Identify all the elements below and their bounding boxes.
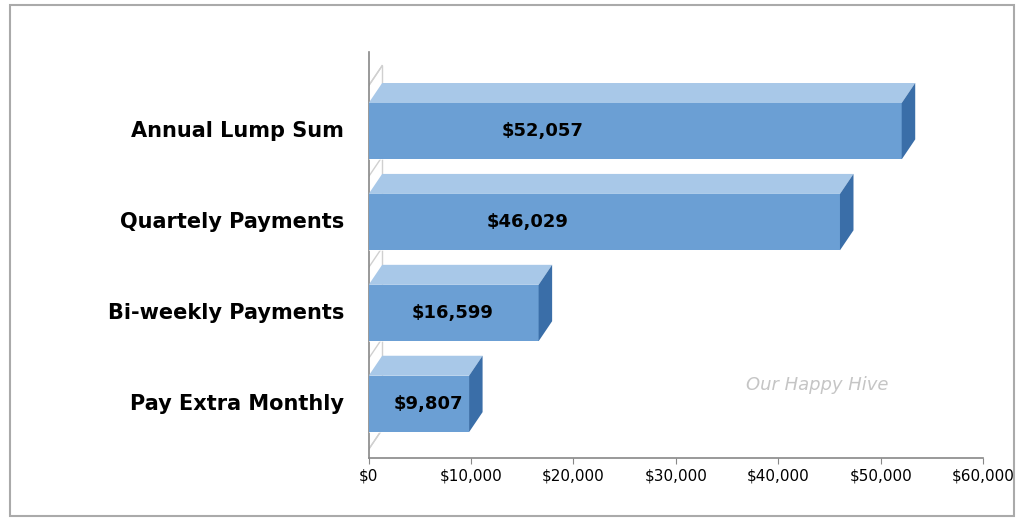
Text: $16,599: $16,599 (411, 304, 493, 322)
Polygon shape (469, 356, 482, 432)
Text: $52,057: $52,057 (502, 122, 584, 140)
Polygon shape (369, 356, 482, 376)
Text: $9,807: $9,807 (394, 395, 463, 413)
Bar (369, 285, 539, 341)
Text: Pay Extra Monthly: Pay Extra Monthly (130, 394, 344, 414)
Bar (369, 194, 840, 250)
Polygon shape (369, 83, 915, 103)
Polygon shape (369, 174, 853, 194)
Polygon shape (902, 83, 915, 159)
Text: $46,029: $46,029 (486, 213, 568, 231)
Text: Quartely Payments: Quartely Payments (120, 212, 344, 232)
Polygon shape (539, 265, 552, 341)
Polygon shape (840, 174, 853, 250)
Bar (369, 103, 902, 159)
Text: Our Happy Hive: Our Happy Hive (745, 376, 889, 394)
Text: Annual Lump Sum: Annual Lump Sum (131, 121, 344, 141)
Bar (369, 376, 469, 432)
Text: Bi-weekly Payments: Bi-weekly Payments (108, 303, 344, 323)
Polygon shape (369, 265, 552, 285)
